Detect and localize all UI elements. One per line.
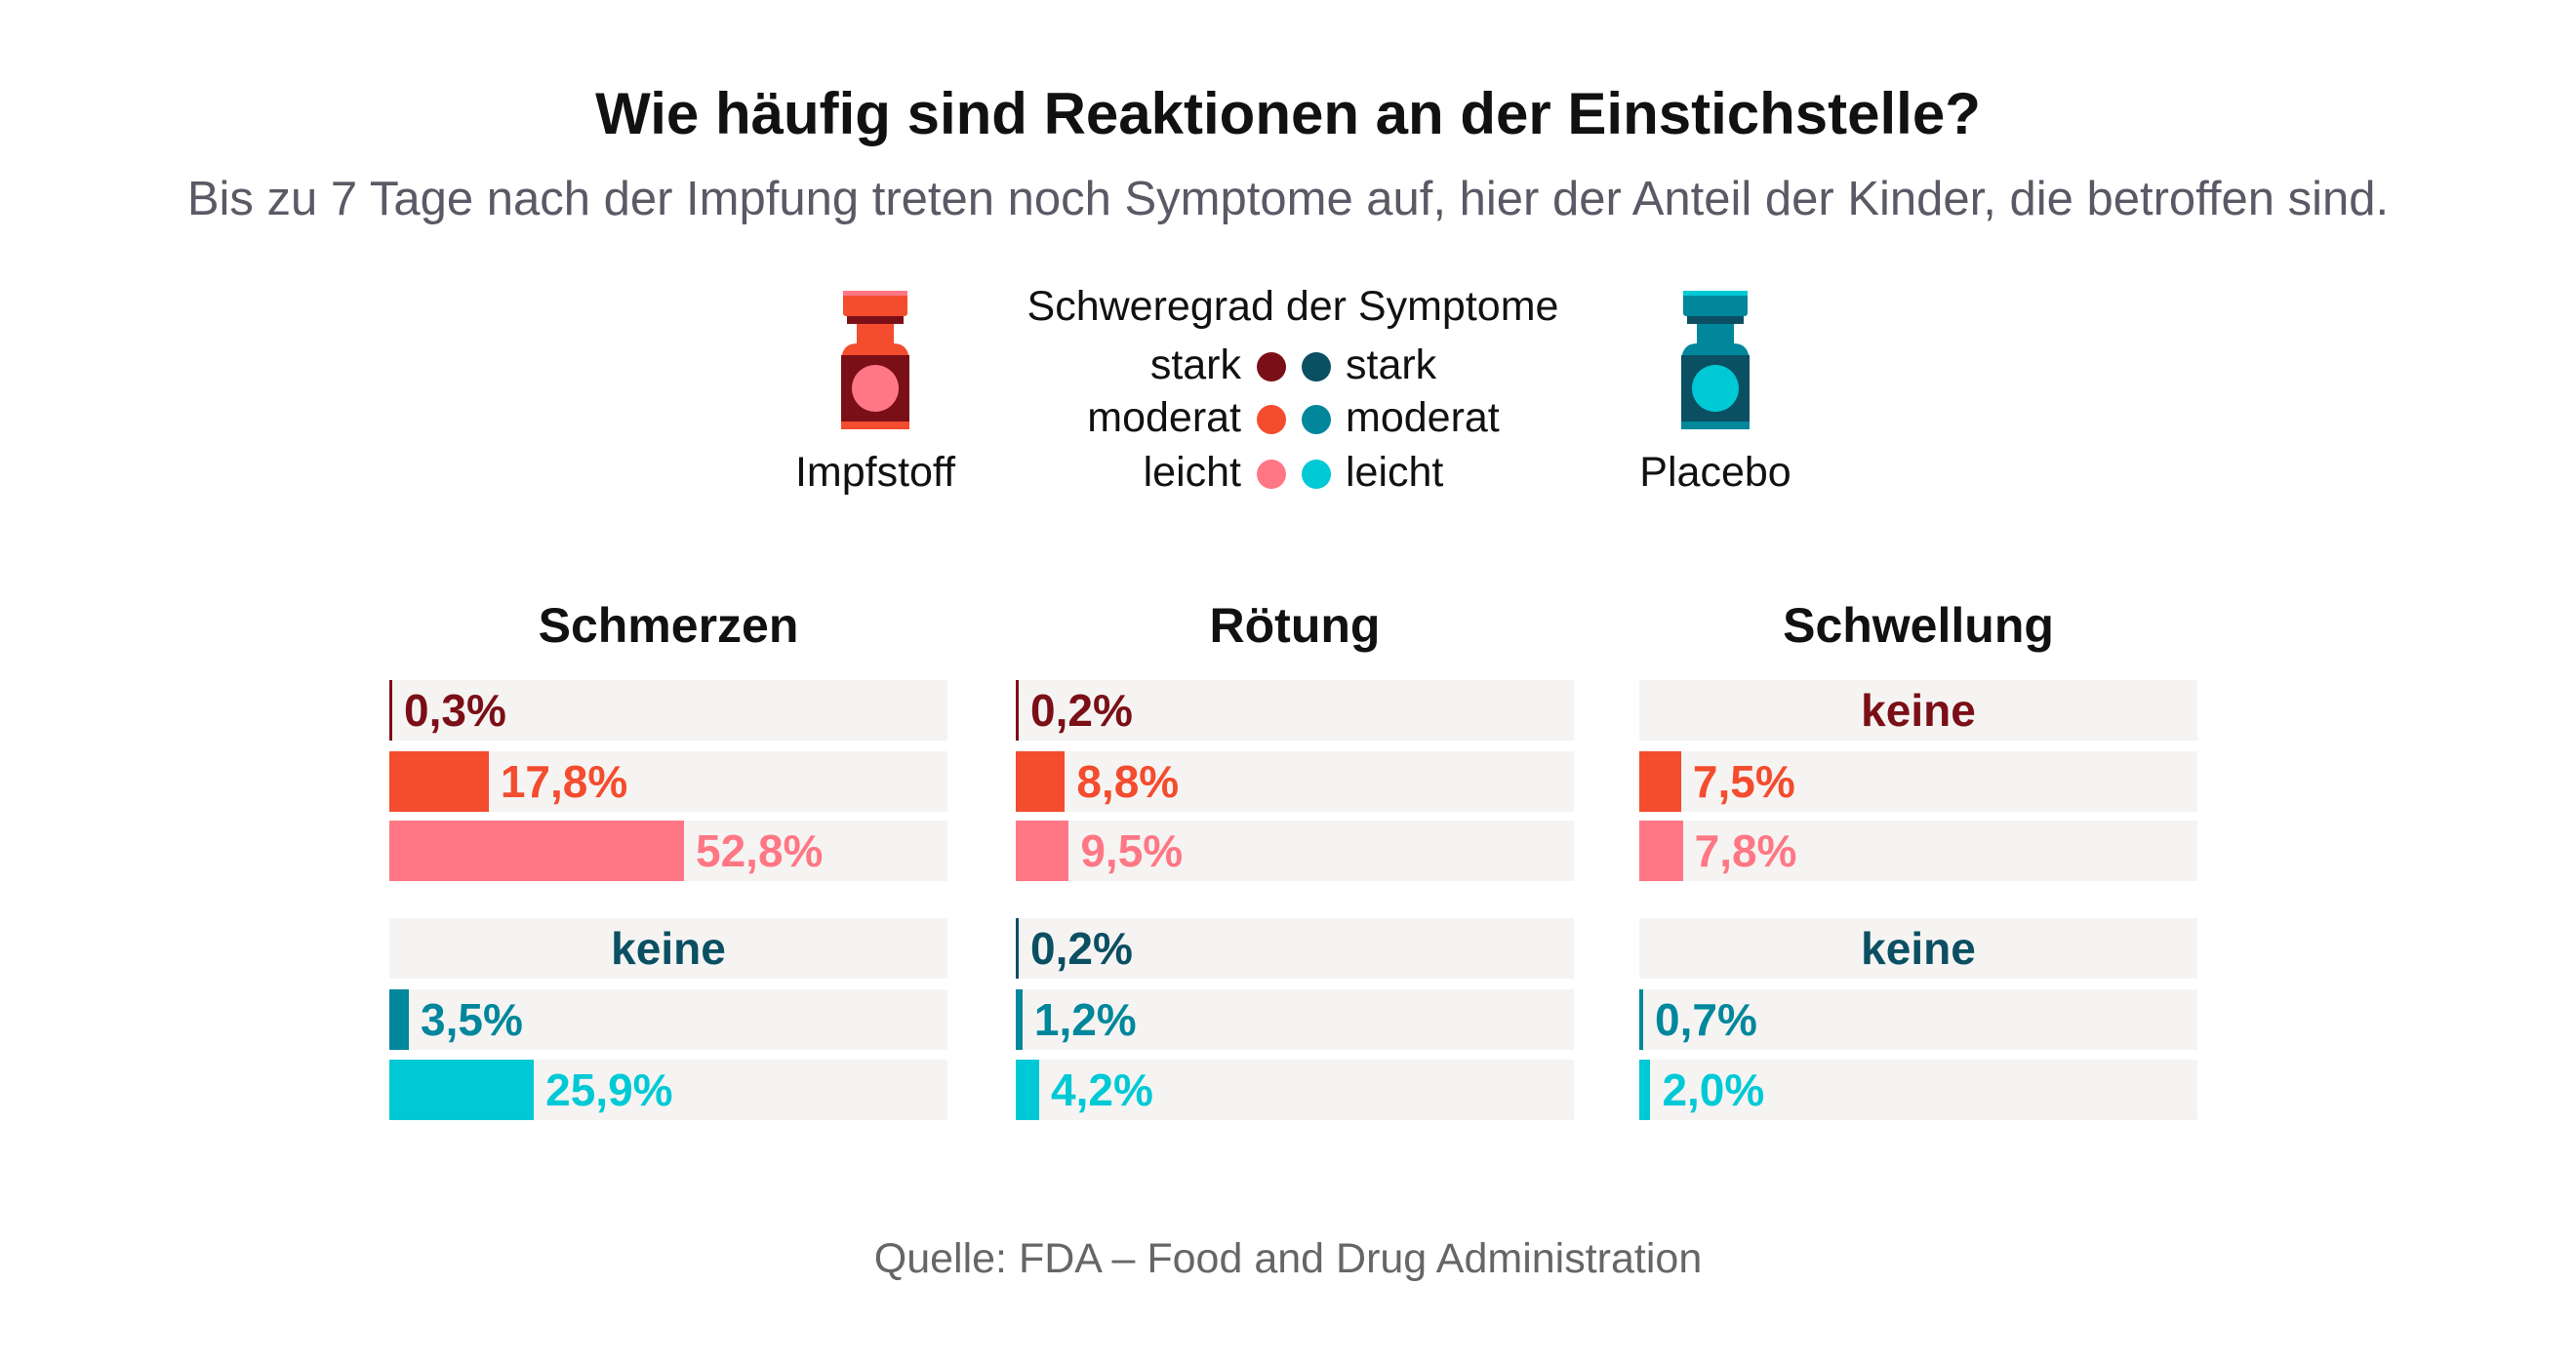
placebo-leicht-row: 4,2% <box>1016 1060 1574 1120</box>
legend-title: Schweregrad der Symptome <box>1026 283 1559 330</box>
panel-title: Rötung <box>1209 598 1381 653</box>
bar-placebo-stark <box>1016 918 1019 979</box>
vaccine-leicht-row: 7,8% <box>1639 821 2197 881</box>
none-label: keine <box>1861 685 1976 736</box>
legend-placebo-moderat: moderat <box>1346 394 1500 441</box>
vaccine-moderat-row: 17,8% <box>389 751 947 812</box>
bar-placebo-moderat <box>1016 989 1023 1050</box>
value-label: 7,8% <box>1694 825 1797 876</box>
vaccine-stark-row: 0,2% <box>1016 680 1574 741</box>
value-label: 8,8% <box>1076 756 1180 807</box>
bar-placebo-moderat <box>389 989 410 1050</box>
legend-vaccine-dot-leicht <box>1257 460 1286 489</box>
legend-placebo-stark: stark <box>1346 342 1437 388</box>
vaccine-stark-row: 0,3% <box>389 680 947 741</box>
chart-subtitle: Bis zu 7 Tage nach der Impfung treten no… <box>186 173 2390 225</box>
bar-placebo-leicht <box>1639 1060 1651 1120</box>
placebo-label: Placebo <box>1639 449 1791 496</box>
vaccine-leicht-row: 52,8% <box>389 821 947 881</box>
value-label: 7,5% <box>1692 756 1795 807</box>
panel-title: Schwellung <box>1783 598 2054 653</box>
bar-placebo-leicht <box>389 1060 535 1120</box>
value-label: 52,8% <box>696 825 824 876</box>
bar-vaccine-leicht <box>1016 821 1069 881</box>
legend-vaccine-stark: stark <box>1149 342 1241 388</box>
legend-placebo-dot-moderat <box>1302 405 1331 434</box>
vaccine-bottle-icon <box>841 291 909 429</box>
bar-vaccine-moderat <box>389 751 489 812</box>
placebo-moderat-row: 1,2% <box>1016 989 1574 1050</box>
legend-vaccine-dot-moderat <box>1257 405 1286 434</box>
legend-vaccine-dot-stark <box>1257 352 1286 382</box>
value-label: 3,5% <box>421 994 523 1045</box>
vaccine-label: Impfstoff <box>794 449 956 496</box>
bar-vaccine-moderat <box>1639 751 1681 812</box>
value-label: 0,2% <box>1030 685 1133 736</box>
source-note: Quelle: FDA – Food and Drug Administrati… <box>873 1235 1703 1282</box>
value-label: 0,7% <box>1655 994 1757 1045</box>
vaccine-moderat-row: 8,8% <box>1016 751 1574 812</box>
value-label: 0,3% <box>404 685 506 736</box>
bar-vaccine-leicht <box>389 821 685 881</box>
bar-vaccine-leicht <box>1639 821 1683 881</box>
value-label: 4,2% <box>1051 1065 1153 1115</box>
legend-vaccine-moderat: moderat <box>1087 394 1241 441</box>
none-label: keine <box>611 923 726 974</box>
placebo-stark-row: 0,2% <box>1016 918 1574 979</box>
bar-placebo-leicht <box>1016 1060 1040 1120</box>
placebo-stark-row: keine <box>389 918 947 979</box>
bar-placebo-moderat <box>1639 989 1643 1050</box>
none-label: keine <box>1861 923 1976 974</box>
legend-vaccine-leicht: leicht <box>1143 449 1241 496</box>
value-label: 0,2% <box>1030 923 1133 974</box>
vaccine-moderat-row: 7,5% <box>1639 751 2197 812</box>
value-label: 1,2% <box>1033 994 1137 1045</box>
chart-title: Wie häufig sind Reaktionen an der Einsti… <box>595 81 1981 146</box>
placebo-moderat-row: 3,5% <box>389 989 947 1050</box>
value-label: 9,5% <box>1080 825 1184 876</box>
legend-placebo-dot-stark <box>1302 352 1331 382</box>
value-label: 17,8% <box>500 756 628 807</box>
placebo-leicht-row: 2,0% <box>1639 1060 2197 1120</box>
placebo-stark-row: keine <box>1639 918 2197 979</box>
legend-placebo-dot-leicht <box>1302 460 1331 489</box>
panel-title: Schmerzen <box>538 598 799 653</box>
placebo-moderat-row: 0,7% <box>1639 989 2197 1050</box>
bar-vaccine-moderat <box>1016 751 1066 812</box>
bar-vaccine-stark <box>389 680 392 741</box>
legend-placebo-leicht: leicht <box>1346 449 1444 496</box>
value-label: 2,0% <box>1662 1065 1765 1115</box>
value-label: 25,9% <box>545 1065 673 1115</box>
vaccine-leicht-row: 9,5% <box>1016 821 1574 881</box>
placebo-bottle-icon <box>1681 291 1750 429</box>
bar-vaccine-stark <box>1016 680 1019 741</box>
vaccine-stark-row: keine <box>1639 680 2197 741</box>
placebo-leicht-row: 25,9% <box>389 1060 947 1120</box>
